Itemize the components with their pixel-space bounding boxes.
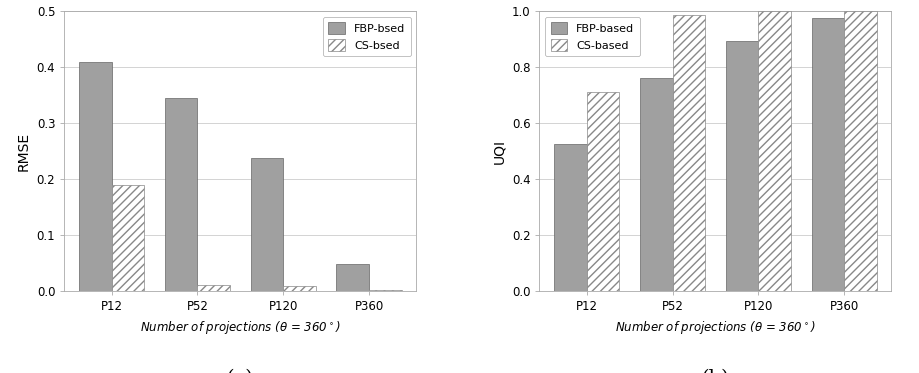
Bar — [811, 18, 845, 291]
Bar — [198, 285, 230, 291]
Bar — [79, 62, 111, 291]
Bar — [251, 158, 283, 291]
X-axis label: Number of projections ($\theta$ = 360$^\circ$): Number of projections ($\theta$ = 360$^\… — [615, 319, 816, 336]
Y-axis label: UQI: UQI — [493, 138, 506, 164]
Bar — [640, 78, 673, 291]
Bar — [673, 15, 705, 291]
Bar — [336, 264, 369, 291]
Bar — [845, 11, 877, 291]
Bar — [369, 290, 402, 291]
Legend: FBP-based, CS-based: FBP-based, CS-based — [545, 17, 640, 56]
Bar — [165, 98, 198, 291]
Bar — [586, 92, 619, 291]
Y-axis label: RMSE: RMSE — [17, 132, 31, 170]
X-axis label: Number of projections ($\theta$ = 360$^\circ$): Number of projections ($\theta$ = 360$^\… — [140, 319, 341, 336]
Legend: FBP-bsed, CS-bsed: FBP-bsed, CS-bsed — [323, 17, 411, 56]
Bar — [554, 144, 586, 291]
Text: (b): (b) — [701, 369, 730, 373]
Text: (a): (a) — [227, 369, 254, 373]
Bar — [283, 286, 316, 291]
Bar — [758, 11, 791, 291]
Bar — [111, 185, 144, 291]
Bar — [726, 41, 758, 291]
